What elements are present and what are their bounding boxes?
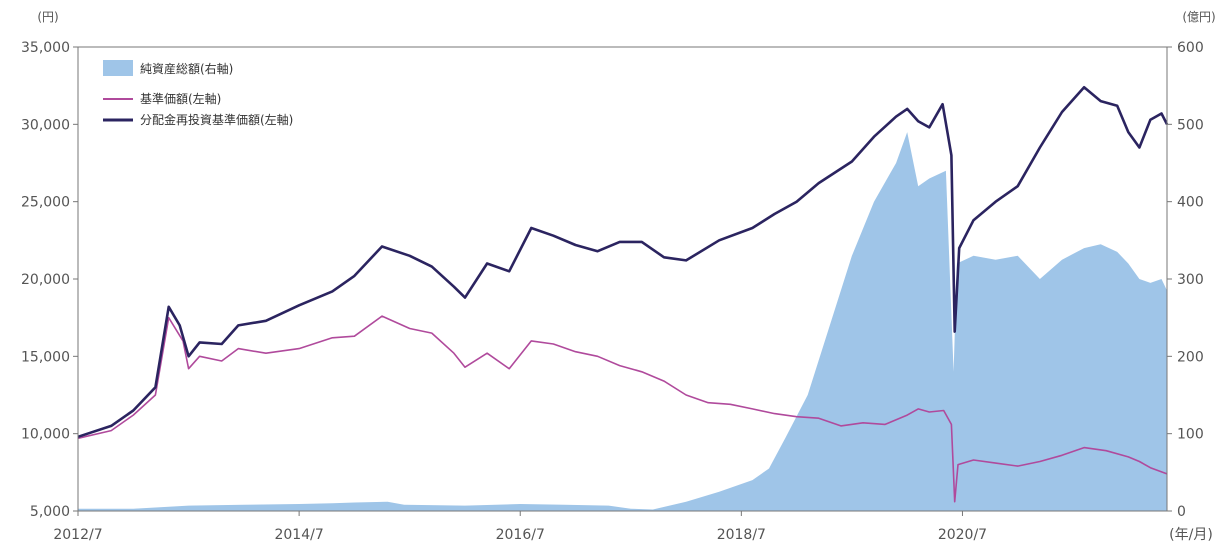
net-assets-area-layer	[78, 132, 1167, 511]
axes-layer	[73, 46, 1172, 516]
series-net-assets-area	[78, 132, 1167, 511]
legend-label-net-assets: 純資産総額(右軸)	[140, 61, 233, 76]
left-tick-label: 25,000	[21, 195, 70, 211]
legend-label-nav: 基準価額(左軸)	[140, 91, 221, 106]
left-tick-label: 10,000	[21, 427, 70, 443]
right-tick-label: 100	[1177, 427, 1204, 443]
x-tick-label: 2020/7	[938, 527, 987, 543]
legend: 純資産総額(右軸) 基準価額(左軸) 分配金再投資基準価額(左軸)	[103, 60, 293, 127]
right-tick-label: 0	[1177, 504, 1186, 520]
series-nav-line	[77, 315, 1168, 503]
left-axis-unit: (円)	[37, 10, 58, 24]
tick-labels-layer: 5,000 10,000 15,000 20,000 25,000 30,000 35,00…	[21, 40, 1204, 543]
right-tick-label: 300	[1177, 272, 1204, 288]
left-tick-label: 20,000	[21, 272, 70, 288]
right-tick-label: 500	[1177, 117, 1204, 133]
x-tick-label: 2012/7	[53, 527, 102, 543]
left-tick-label: 35,000	[21, 40, 70, 56]
right-tick-label: 200	[1177, 349, 1204, 365]
x-axis-unit: (年/月)	[1169, 527, 1213, 543]
right-tick-label: 600	[1177, 40, 1204, 56]
right-axis-unit: (億円)	[1182, 10, 1215, 24]
x-tick-label: 2016/7	[496, 527, 545, 543]
left-tick-label: 30,000	[21, 117, 70, 133]
legend-swatch-net-assets	[103, 60, 133, 76]
price-lines-layer	[77, 85, 1169, 503]
legend-label-reinvested: 分配金再投資基準価額(左軸)	[140, 112, 293, 127]
left-tick-label: 15,000	[21, 349, 70, 365]
left-tick-label: 5,000	[30, 504, 70, 520]
x-tick-label: 2014/7	[274, 527, 323, 543]
series-reinvested-line	[77, 85, 1169, 439]
right-tick-label: 400	[1177, 195, 1204, 211]
x-tick-label: 2018/7	[717, 527, 766, 543]
